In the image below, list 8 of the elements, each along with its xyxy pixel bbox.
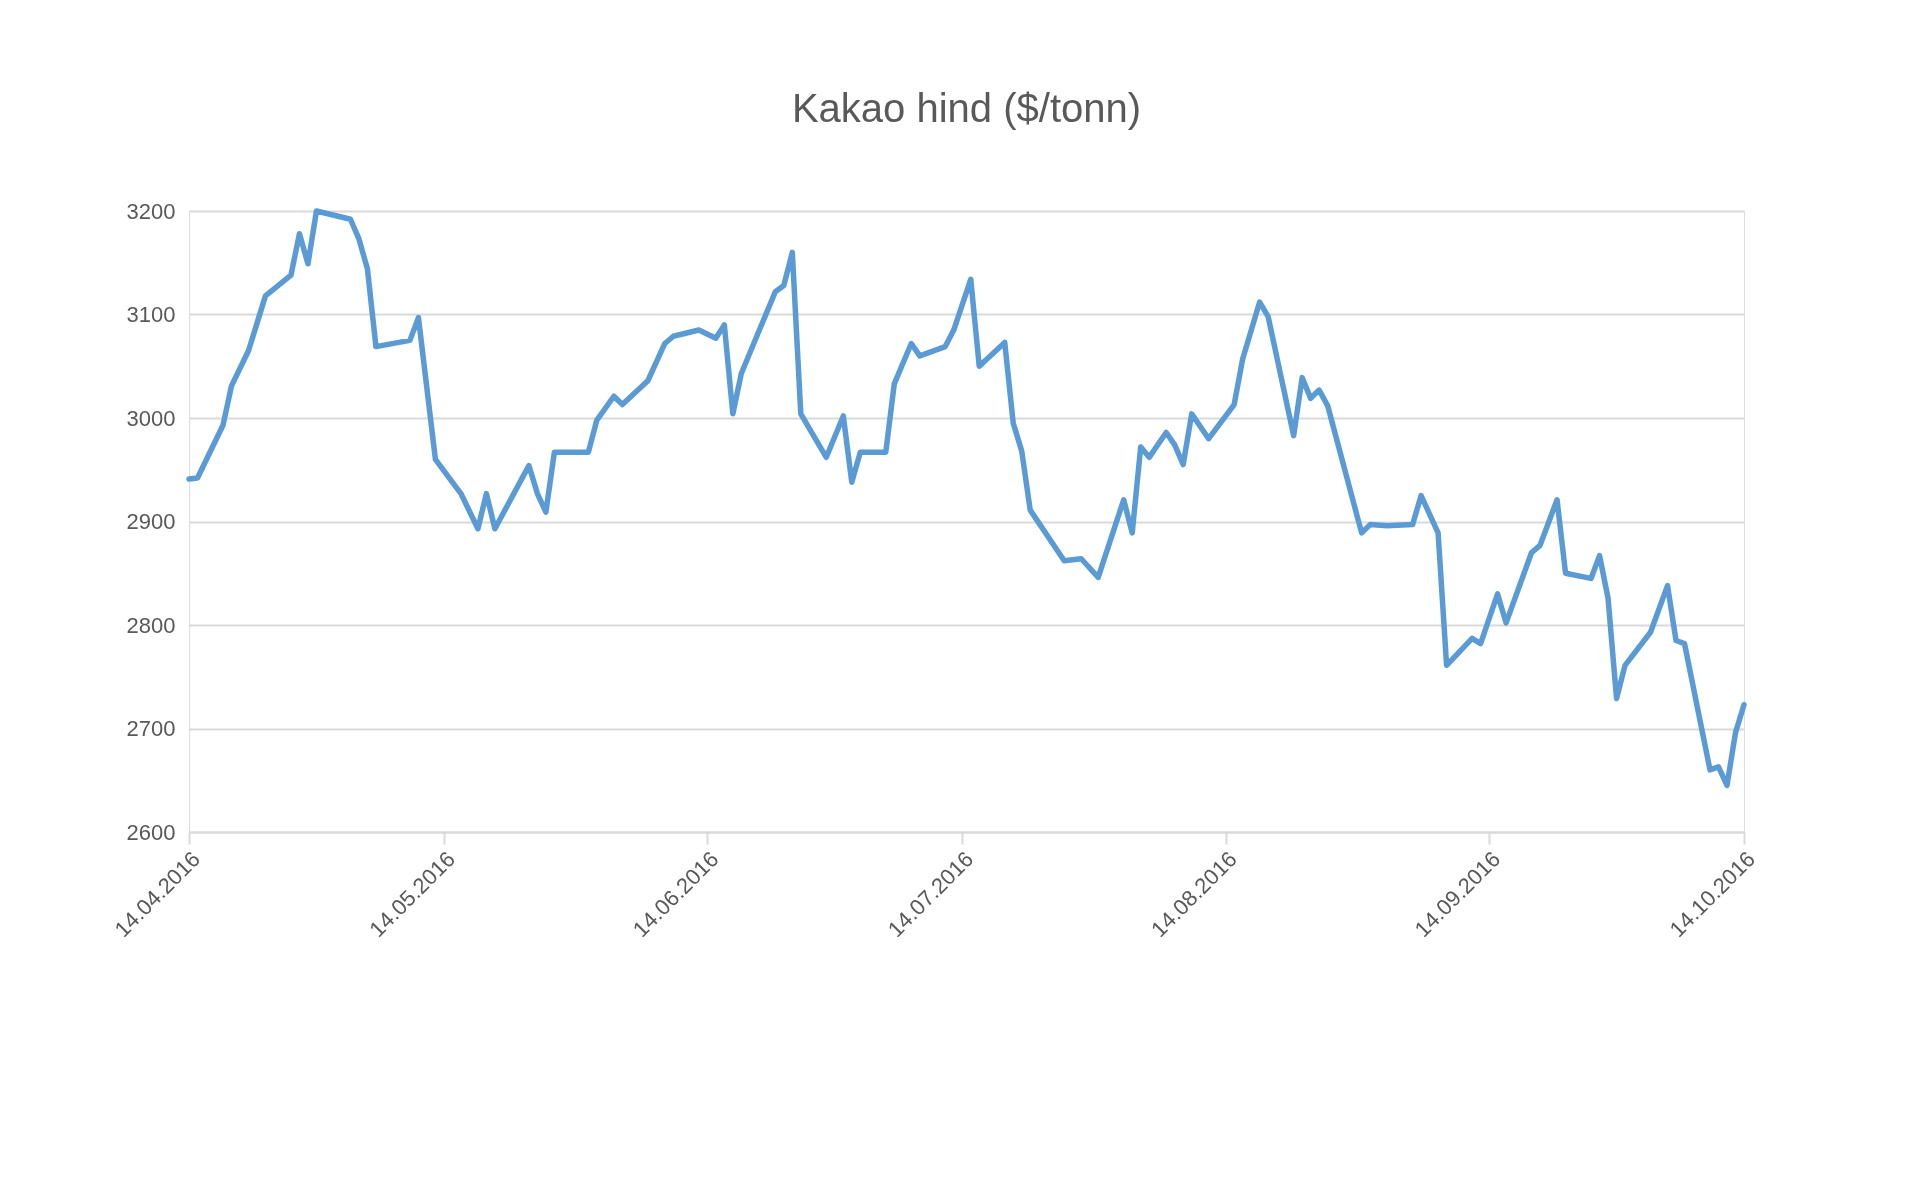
y-tick-label: 2900	[126, 509, 176, 534]
y-tick-label: 2700	[126, 716, 176, 741]
y-tick-label: 3100	[126, 302, 176, 327]
y-tick-label: 2800	[126, 612, 176, 638]
chart-title: Kakao hind ($/tonn)	[791, 86, 1142, 130]
y-tick-label: 2600	[126, 819, 176, 845]
y-tick-label: 3000	[126, 405, 176, 431]
y-tick-label: 3200	[126, 198, 176, 224]
